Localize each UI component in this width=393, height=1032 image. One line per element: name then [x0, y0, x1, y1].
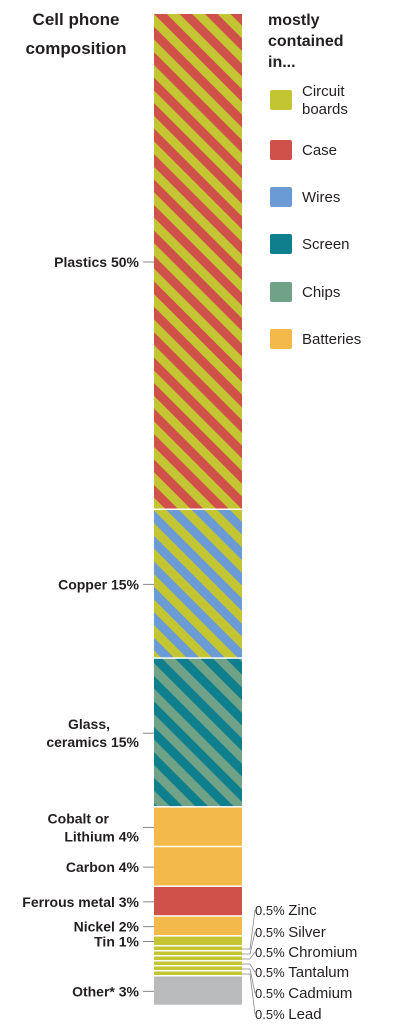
bar-segment: [154, 658, 242, 807]
segment-label: Glass, ceramics 15%: [46, 716, 139, 750]
legend-swatch: [270, 282, 292, 302]
segment-label: Cobalt or Lithium 4%: [48, 810, 140, 844]
bar-segment: [154, 966, 242, 970]
segment-label: Carbon 4%: [66, 859, 140, 875]
legend-title: mostly contained in...: [268, 12, 344, 71]
bar-segment: [154, 916, 242, 936]
segment-label: Copper 15%: [58, 576, 139, 592]
legend-label: Screen: [302, 236, 350, 253]
bar-segment: [154, 976, 242, 1005]
legend-swatch: [270, 90, 292, 110]
small-item-label: 0.5% Lead: [255, 1006, 322, 1023]
segment-label: Ferrous metal 3%: [22, 894, 139, 910]
legend-label: Chips: [302, 284, 340, 301]
bar-segment: [154, 14, 242, 509]
small-item-leader: [242, 963, 256, 973]
chart-title: Cell phone composition: [25, 10, 126, 58]
bar-segment: [154, 886, 242, 916]
bar-segment: [154, 847, 242, 886]
bar-segment: [154, 510, 242, 658]
legend-label: Case: [302, 142, 337, 159]
small-item-label: 0.5% Cadmium: [255, 985, 352, 1002]
bar-segment: [154, 946, 242, 950]
legend-label: Circuit boards: [302, 83, 348, 118]
small-item-leader: [242, 973, 256, 1015]
small-item-leader: [242, 931, 256, 955]
bar-segment: [154, 956, 242, 960]
legend-label: Wires: [302, 189, 340, 206]
legend-label: Batteries: [302, 331, 361, 348]
segment-label: Other* 3%: [72, 983, 139, 999]
bar-segment: [154, 961, 242, 965]
legend-swatch: [270, 329, 292, 349]
bar-segment: [154, 951, 242, 955]
legend-swatch: [270, 234, 292, 254]
small-item-leader: [242, 909, 256, 950]
bar-segment: [154, 807, 242, 846]
small-item-label: 0.5% Silver: [255, 924, 326, 941]
small-item-label: 0.5% Zinc: [255, 902, 317, 919]
segment-label: Tin 1%: [94, 934, 139, 950]
small-item-leader: [242, 951, 256, 960]
small-item-leader: [242, 968, 256, 994]
segment-label: Nickel 2%: [74, 919, 140, 935]
legend-swatch: [270, 140, 292, 160]
small-item-label: 0.5% Chromium: [255, 944, 357, 961]
legend-swatch: [270, 187, 292, 207]
segment-label: Plastics 50%: [54, 254, 139, 270]
bar-segment: [154, 971, 242, 975]
bar-segment: [154, 936, 242, 945]
small-item-label: 0.5% Tantalum: [255, 964, 349, 981]
